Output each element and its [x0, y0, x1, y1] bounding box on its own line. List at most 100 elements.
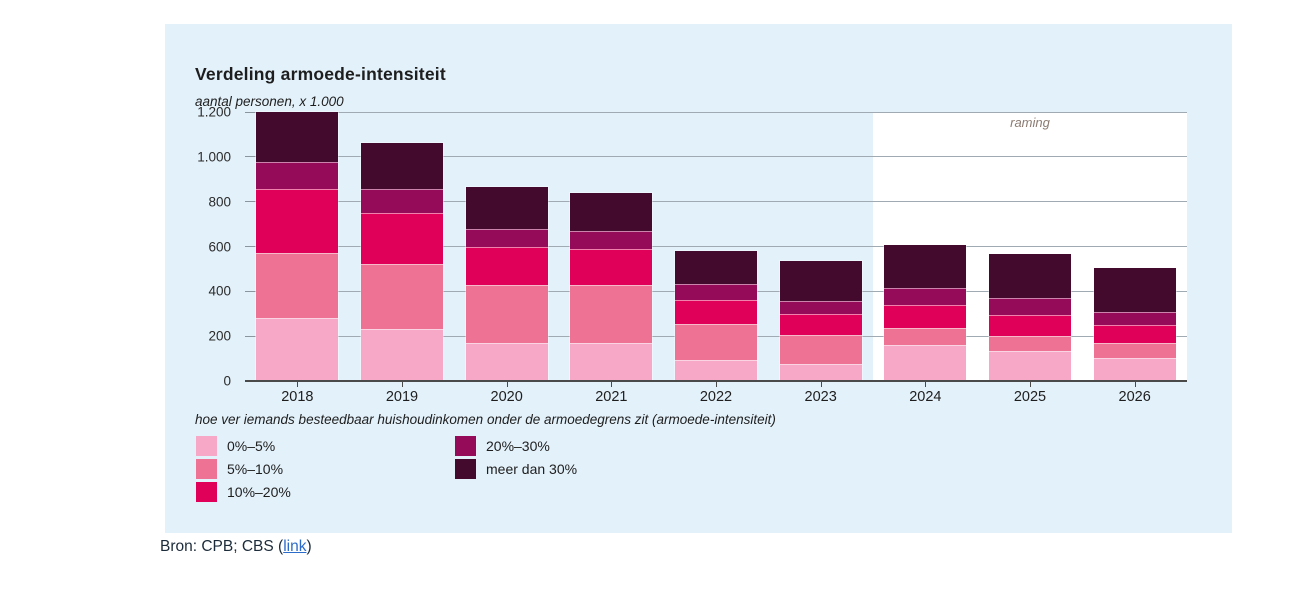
bar-segment [1093, 324, 1176, 343]
legend-swatch-icon [196, 459, 217, 479]
x-axis-line [245, 380, 1187, 382]
bar-segment [1093, 311, 1176, 325]
legend-swatch-icon [196, 436, 217, 456]
y-tick-1200 [245, 111, 255, 113]
x-tick-2024 [925, 382, 927, 387]
y-tick-label-800: 800 [208, 194, 231, 210]
chart-title: Verdeling armoede-intensiteit [195, 64, 446, 84]
bar-group-2022 [675, 251, 757, 381]
legend-item: 20%–30% [455, 436, 577, 456]
bar-segment [675, 251, 757, 284]
gridline-800 [245, 201, 1187, 203]
bar-segment [989, 350, 1071, 381]
bar-group-2020 [465, 187, 548, 381]
y-tick-400 [245, 290, 255, 292]
legend-swatch-icon [455, 436, 476, 456]
plot-area: raming 0 200 400 600 800 1.000 1.200 2018 2019 202… [197, 105, 1187, 405]
legend-title: hoe ver iemands besteedbaar huishoudinko… [195, 412, 776, 427]
bar-segment [884, 245, 967, 288]
bar-segment [989, 254, 1071, 298]
y-tick-800 [245, 201, 255, 203]
x-tick-2018 [297, 382, 299, 387]
bar-segment [884, 328, 967, 346]
bar-segment [884, 304, 967, 329]
bar-segment [570, 342, 653, 381]
bar-segment [465, 342, 548, 381]
x-tick-label-2025: 2025 [1013, 389, 1047, 405]
bar-segment [779, 313, 862, 335]
bar-segment [361, 212, 443, 265]
x-tick-label-2026: 2026 [1118, 389, 1151, 405]
x-tick-label-2019: 2019 [385, 389, 419, 405]
figure-panel: Verdeling armoede-intensiteit aantal per… [165, 24, 1232, 533]
bar-segment [884, 288, 967, 305]
legend-column-1: 0%–5% 5%–10% 10%–20% [196, 436, 291, 502]
legend-column-2: 20%–30% meer dan 30% [455, 436, 577, 479]
bar-segment [675, 283, 757, 301]
x-tick-2019 [402, 382, 403, 387]
legend-item: meer dan 30% [455, 459, 577, 479]
bar-segment [989, 298, 1071, 315]
legend-label: meer dan 30% [486, 461, 578, 477]
source-link[interactable]: link [283, 538, 307, 555]
x-tick-2026 [1134, 382, 1136, 387]
bar-segment [1093, 267, 1176, 312]
legend-label: 0%–5% [227, 438, 276, 454]
bar-segment [361, 189, 443, 213]
bar-segment [256, 112, 339, 163]
bar-group-2023 [779, 261, 862, 381]
bar-segment [256, 253, 339, 319]
source-text: Bron: CPB; CBS ( [160, 538, 284, 555]
bar-segment [465, 246, 548, 285]
x-tick-2020 [506, 382, 508, 387]
gridline-1000 [245, 156, 1187, 158]
x-tick-label-2022: 2022 [699, 389, 733, 405]
bar-segment [989, 336, 1071, 351]
y-tick-600 [245, 246, 255, 247]
bar-segment [884, 345, 967, 381]
bar-segment [675, 359, 757, 381]
y-axis-unit-label: aantal personen, x 1.000 [195, 94, 344, 109]
forecast-label: raming [1010, 115, 1050, 130]
bar-group-2019 [361, 143, 443, 381]
bar-group-2025 [989, 254, 1071, 381]
bar-segment [1093, 358, 1176, 381]
bar-segment [256, 162, 339, 190]
legend-label: 5%–10% [227, 461, 284, 477]
bar-segment [779, 301, 862, 314]
x-tick-label-2020: 2020 [490, 389, 523, 405]
y-tick-label-600: 600 [208, 239, 231, 254]
bar-segment [779, 364, 862, 381]
legend-item: 0%–5% [196, 436, 291, 456]
bar-group-2024 [884, 245, 967, 381]
legend-label: 20%–30% [486, 438, 550, 454]
bar-segment [675, 323, 757, 360]
x-tick-2022 [716, 382, 717, 387]
bar-segment [256, 318, 339, 381]
bar-segment [779, 261, 862, 302]
source-suffix: ) [306, 538, 312, 555]
bar-segment [465, 228, 548, 247]
x-tick-label-2023: 2023 [804, 389, 837, 405]
legend-swatch-icon [455, 459, 476, 479]
legend-item: 10%–20% [196, 482, 291, 502]
x-tick-label-2021: 2021 [595, 389, 628, 405]
x-tick-2021 [611, 382, 613, 387]
y-tick-label-400: 400 [208, 283, 231, 299]
bar-segment [779, 335, 862, 365]
bar-group-2021 [570, 192, 653, 381]
bar-group-2018 [256, 112, 339, 381]
y-tick-label-1200: 1.200 [197, 104, 231, 120]
legend-label: 10%–20% [227, 484, 291, 500]
gridline-1200 [245, 111, 1187, 113]
bar-segment [570, 192, 653, 231]
bar-segment [361, 264, 443, 330]
x-tick-2025 [1030, 382, 1031, 387]
y-tick-200 [245, 335, 255, 337]
legend-item: 5%–10% [196, 459, 291, 479]
y-tick-label-200: 200 [208, 328, 231, 344]
x-tick-label-2018: 2018 [281, 389, 314, 405]
bar-segment [361, 329, 443, 381]
bar-segment [570, 248, 653, 285]
bar-segment [989, 314, 1071, 337]
